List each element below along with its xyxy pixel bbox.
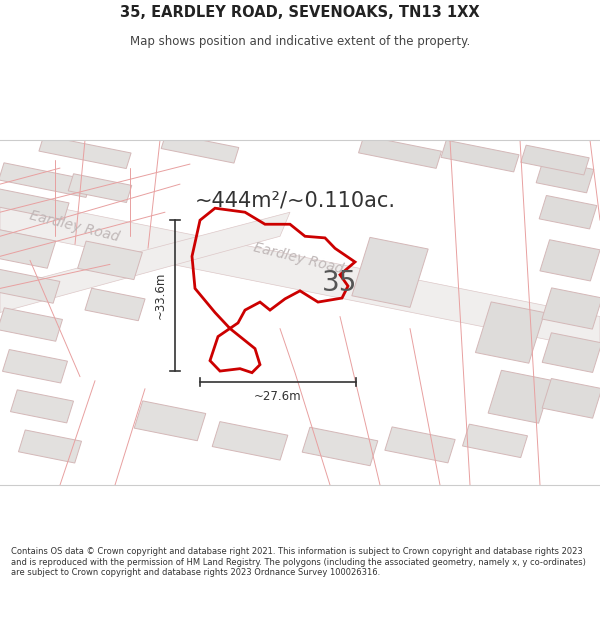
Polygon shape (302, 428, 378, 466)
Polygon shape (359, 136, 442, 168)
Polygon shape (542, 288, 600, 329)
Polygon shape (0, 196, 600, 350)
Text: Eardley Road: Eardley Road (28, 209, 121, 244)
Polygon shape (536, 159, 594, 193)
Polygon shape (212, 422, 288, 460)
Polygon shape (542, 379, 600, 418)
Text: 35, EARDLEY ROAD, SEVENOAKS, TN13 1XX: 35, EARDLEY ROAD, SEVENOAKS, TN13 1XX (120, 4, 480, 19)
Polygon shape (2, 349, 67, 383)
Polygon shape (0, 188, 69, 220)
Polygon shape (352, 238, 428, 308)
Text: ~33.6m: ~33.6m (154, 272, 167, 319)
Polygon shape (85, 288, 145, 321)
Text: Contains OS data © Crown copyright and database right 2021. This information is : Contains OS data © Crown copyright and d… (11, 548, 586, 577)
Polygon shape (539, 196, 597, 229)
Polygon shape (441, 140, 519, 172)
Text: ~444m²/~0.110ac.: ~444m²/~0.110ac. (195, 190, 396, 210)
Polygon shape (0, 228, 56, 268)
Polygon shape (134, 401, 206, 441)
Polygon shape (0, 163, 91, 198)
Polygon shape (540, 240, 600, 281)
Polygon shape (68, 174, 132, 203)
Polygon shape (77, 241, 142, 279)
Polygon shape (39, 136, 131, 169)
Polygon shape (521, 145, 589, 175)
Polygon shape (385, 427, 455, 463)
Polygon shape (542, 332, 600, 372)
Polygon shape (0, 213, 290, 312)
Polygon shape (475, 302, 545, 363)
Polygon shape (488, 370, 552, 423)
Polygon shape (10, 390, 74, 423)
Polygon shape (463, 424, 527, 458)
Text: Eardley Road: Eardley Road (252, 241, 345, 277)
Text: ~27.6m: ~27.6m (254, 391, 302, 403)
Polygon shape (0, 308, 62, 341)
Polygon shape (161, 133, 239, 163)
Polygon shape (0, 269, 60, 303)
Text: Map shows position and indicative extent of the property.: Map shows position and indicative extent… (130, 35, 470, 48)
Text: 35: 35 (322, 269, 358, 297)
Polygon shape (19, 430, 82, 463)
